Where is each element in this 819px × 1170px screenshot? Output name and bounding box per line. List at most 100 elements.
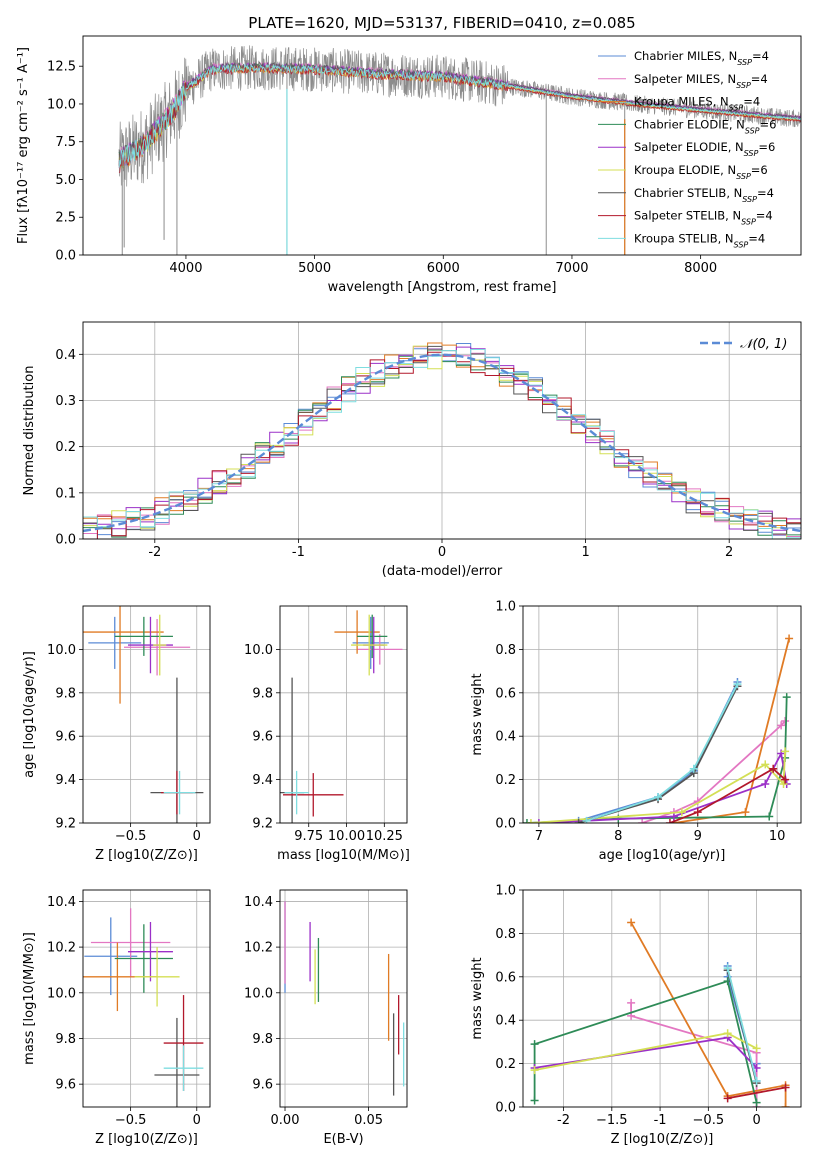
weight-line: [586, 683, 739, 822]
y-tick-label: 0.3: [55, 394, 76, 409]
y-tick-label: 9.8: [252, 1032, 273, 1047]
x-axis-label: Z [log10(Z/Z⊙)]: [95, 1132, 198, 1147]
weight-marker: [530, 1096, 539, 1105]
y-tick-label: 9.4: [55, 773, 76, 788]
legend-subscript: SSP: [736, 172, 751, 181]
weight-marker: [574, 819, 583, 823]
y-tick-label: 0.6: [495, 970, 516, 985]
y-tick-label: 0.0: [55, 533, 76, 548]
x-axis-label: (data-model)/error: [382, 564, 503, 579]
x-tick-label: 4000: [169, 261, 202, 276]
weight-marker: [530, 1040, 539, 1049]
weight-marker: [523, 819, 531, 823]
y-axis-label: age [log10(age/yr)]: [22, 651, 37, 778]
y-tick-label: 0.4: [495, 1014, 516, 1029]
y-axis-label: mass weight: [470, 673, 485, 755]
x-tick-label: 0.00: [271, 1113, 300, 1128]
y-tick-label: 10.2: [47, 941, 76, 956]
x-tick-label: 0: [752, 1113, 760, 1128]
axes-frame: [279, 889, 408, 1108]
x-tick-label: −1.5: [596, 1113, 628, 1128]
y-tick-label: 9.6: [55, 730, 76, 745]
y-tick-label: 9.6: [252, 1078, 273, 1093]
weight-marker: [781, 775, 790, 784]
y-axis-label: mass [log10(M/M⊙)]: [22, 932, 37, 1065]
weight-marker: [733, 680, 742, 689]
plot-area: [83, 342, 801, 539]
x-axis-label: Z [log10(Z/Z⊙)]: [611, 1132, 714, 1147]
legend-subscript: SSP: [737, 58, 752, 67]
y-tick-label: 10.4: [47, 895, 76, 910]
weight-marker: [785, 634, 794, 643]
weight-marker: [723, 1029, 732, 1038]
plot-area: [530, 918, 790, 1107]
x-axis-label: age [log10(age/yr)]: [599, 848, 726, 863]
weight-marker: [769, 764, 778, 773]
chart-age-vs-mass: 9.75 10.00 10.25 9.2 9.4 9.6 9.8 10.0 mass [log1…: [244, 605, 410, 863]
plot-area: [118, 45, 801, 255]
y-tick-label: 9.8: [252, 686, 273, 701]
y-tick-label: 10.0: [47, 643, 76, 658]
x-tick-label: −0.5: [115, 829, 147, 844]
y-tick-label: 1.0: [495, 884, 516, 899]
plot-area: [83, 606, 204, 823]
x-tick-label: -2: [148, 545, 161, 560]
x-tick-label: 7000: [555, 261, 588, 276]
y-tick-label: 2.5: [55, 211, 76, 226]
x-tick-label: 9.75: [294, 829, 323, 844]
x-axis-label: E(B-V): [323, 1132, 363, 1147]
legend-label: Salpeter MILES, NSSP=4: [634, 72, 768, 90]
weight-marker: [689, 764, 698, 773]
weight-line: [669, 767, 786, 823]
legend-label: Salpeter STELIB, NSSP=4: [634, 209, 773, 227]
legend-label: Kroupa STELIB, NSSP=4: [634, 231, 765, 249]
y-tick-label: 0.8: [495, 927, 516, 942]
y-tick-label: 0.0: [495, 817, 516, 832]
legend-subscript: SSP: [736, 80, 751, 89]
x-axis-label: wavelength [Angstrom, rest frame]: [328, 280, 557, 295]
spectrum-model-line: [118, 62, 801, 168]
chart-mass-vs-EBV: 0.00 0.05 9.6 9.8 10.0 10.2 10.4 E(B-V): [244, 889, 408, 1147]
x-tick-label: 0: [193, 829, 201, 844]
x-tick-label: 6000: [427, 261, 460, 276]
weight-marker: [765, 812, 774, 821]
x-tick-label: 0: [438, 545, 446, 560]
legend: 𝒩(0, 1): [700, 337, 787, 352]
legend-subscript: SSP: [729, 103, 744, 112]
legend-label: Chabrier MILES, NSSP=4: [634, 49, 769, 67]
weight-marker: [777, 721, 786, 730]
weight-marker: [781, 747, 790, 756]
x-tick-label: 7: [535, 829, 543, 844]
weight-marker: [752, 1044, 761, 1053]
x-tick-label: 10.00: [328, 829, 365, 844]
axes-frame: [82, 889, 211, 1108]
y-tick-label: 9.4: [252, 773, 273, 788]
plot-area: [523, 634, 794, 823]
legend-label: Kroupa ELODIE, NSSP=6: [634, 163, 768, 181]
legend-label: 𝒩(0, 1): [740, 337, 787, 352]
plot-area: [83, 908, 204, 1107]
legend: Chabrier MILES, NSSP=4 Salpeter MILES, NS…: [598, 49, 776, 249]
legend-count: =4: [757, 186, 774, 200]
legend-subscript: SSP: [744, 149, 759, 158]
weight-marker: [677, 808, 686, 817]
axes-frame: [279, 605, 408, 824]
x-tick-label: -1: [654, 1113, 667, 1128]
legend-count: =6: [758, 140, 775, 154]
axes-frame: [82, 321, 802, 540]
chart-age-vs-Z: −0.5 0 9.2 9.4 9.6 9.8 10.0 Z [log10(Z/Z⊙)] age …: [22, 605, 211, 863]
legend-label: Salpeter ELODIE, NSSP=6: [634, 140, 775, 158]
weight-marker: [761, 760, 770, 769]
y-tick-label: 0.1: [55, 486, 76, 501]
x-tick-label: 8000: [684, 261, 717, 276]
figure-title: PLATE=1620, MJD=53137, FIBERID=0410, z=0…: [248, 14, 635, 32]
y-tick-label: 10.0: [244, 986, 273, 1001]
weight-marker: [627, 998, 636, 1007]
y-tick-label: 7.5: [55, 135, 76, 150]
y-tick-label: 9.2: [55, 817, 76, 832]
legend-count: =4: [756, 209, 773, 223]
y-tick-label: 0.2: [495, 773, 516, 788]
legend-count: =4: [743, 95, 760, 109]
y-tick-label: 0.4: [55, 348, 76, 363]
